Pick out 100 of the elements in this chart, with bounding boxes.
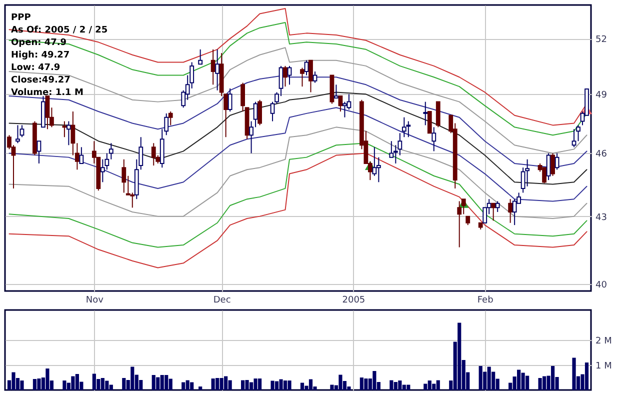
bar <box>542 376 546 390</box>
candlestick <box>66 120 71 146</box>
y-tick-label: 1 M <box>596 362 612 372</box>
bar <box>152 375 156 390</box>
candlestick <box>122 158 126 194</box>
candlestick <box>16 124 20 144</box>
bar <box>190 382 194 390</box>
bar <box>390 380 394 390</box>
candlestick <box>36 140 42 164</box>
x-tick-label: Feb <box>477 296 494 306</box>
candlestick <box>432 126 436 152</box>
bar <box>164 375 168 390</box>
candlestick <box>512 198 517 226</box>
annotation: Low: 47.9 <box>11 63 60 73</box>
candlestick <box>346 94 352 110</box>
bar <box>283 380 288 390</box>
candlestick <box>491 202 496 222</box>
bar <box>487 366 491 390</box>
bar <box>224 376 228 390</box>
candlestick <box>423 101 428 126</box>
candlestick <box>62 120 67 138</box>
bar <box>254 378 258 390</box>
bar <box>228 380 232 390</box>
bar <box>394 382 398 390</box>
x-tick-label: Nov <box>86 296 104 306</box>
candlestick <box>79 146 84 164</box>
candlestick <box>20 124 24 138</box>
candlestick <box>45 96 50 130</box>
bar <box>105 380 109 390</box>
bar <box>478 366 482 390</box>
candlestick <box>338 96 343 112</box>
line-series <box>8 126 588 219</box>
bar <box>402 384 406 390</box>
line-series <box>8 47 588 154</box>
line-series <box>8 107 588 202</box>
bar <box>372 371 376 390</box>
candlestick <box>215 48 220 91</box>
bar <box>220 378 224 390</box>
candlestick <box>406 120 411 138</box>
bar <box>432 384 436 390</box>
bar <box>186 380 190 390</box>
bar <box>398 380 402 390</box>
bar <box>538 378 542 390</box>
bar <box>360 378 364 390</box>
y-tick-label: 52 <box>596 35 607 46</box>
y-tick-label: 43 <box>596 212 607 223</box>
bar <box>584 362 589 390</box>
bar <box>308 379 313 390</box>
bar <box>75 374 79 390</box>
bar <box>428 380 432 390</box>
candlestick <box>572 128 576 148</box>
candlestick <box>168 110 173 126</box>
bar <box>168 378 172 390</box>
candlestick <box>300 67 304 88</box>
candlestick <box>308 60 313 93</box>
candlestick <box>457 200 462 248</box>
bar <box>550 366 555 390</box>
bar <box>300 382 304 390</box>
candlestick <box>550 152 555 176</box>
bar <box>424 384 428 390</box>
candlestick <box>312 71 318 84</box>
bar <box>270 380 274 390</box>
candlestick <box>342 101 347 118</box>
candlestick <box>427 110 432 134</box>
bar <box>37 378 41 390</box>
bar <box>406 384 410 390</box>
candlestick <box>283 65 288 88</box>
bar <box>92 374 96 390</box>
y-tick-label: 46 <box>596 150 608 160</box>
candlestick <box>258 99 262 126</box>
bar <box>521 372 525 390</box>
bar <box>338 374 342 390</box>
bar <box>517 370 521 390</box>
candlestick <box>495 200 500 212</box>
candlestick <box>542 167 546 184</box>
x-tick-label: Dec <box>213 296 231 306</box>
bar <box>122 378 126 390</box>
bar <box>526 376 530 390</box>
candlestick <box>402 116 406 138</box>
bar <box>458 322 462 390</box>
bar <box>279 379 283 390</box>
candlestick <box>436 101 440 128</box>
bar <box>198 386 202 390</box>
bar <box>249 382 254 390</box>
candlestick <box>508 198 513 224</box>
candlestick <box>130 192 135 208</box>
candlestick <box>546 152 551 181</box>
bar <box>572 358 576 390</box>
bar <box>245 380 249 390</box>
bar <box>109 384 113 390</box>
candlestick <box>210 48 216 86</box>
bar <box>156 377 160 390</box>
bar <box>330 384 334 390</box>
bar <box>71 376 75 390</box>
candlestick <box>304 60 309 76</box>
text: PPP <box>11 13 32 23</box>
bar <box>32 379 37 390</box>
bar <box>240 380 245 390</box>
bar <box>211 378 215 390</box>
bar <box>274 381 279 390</box>
